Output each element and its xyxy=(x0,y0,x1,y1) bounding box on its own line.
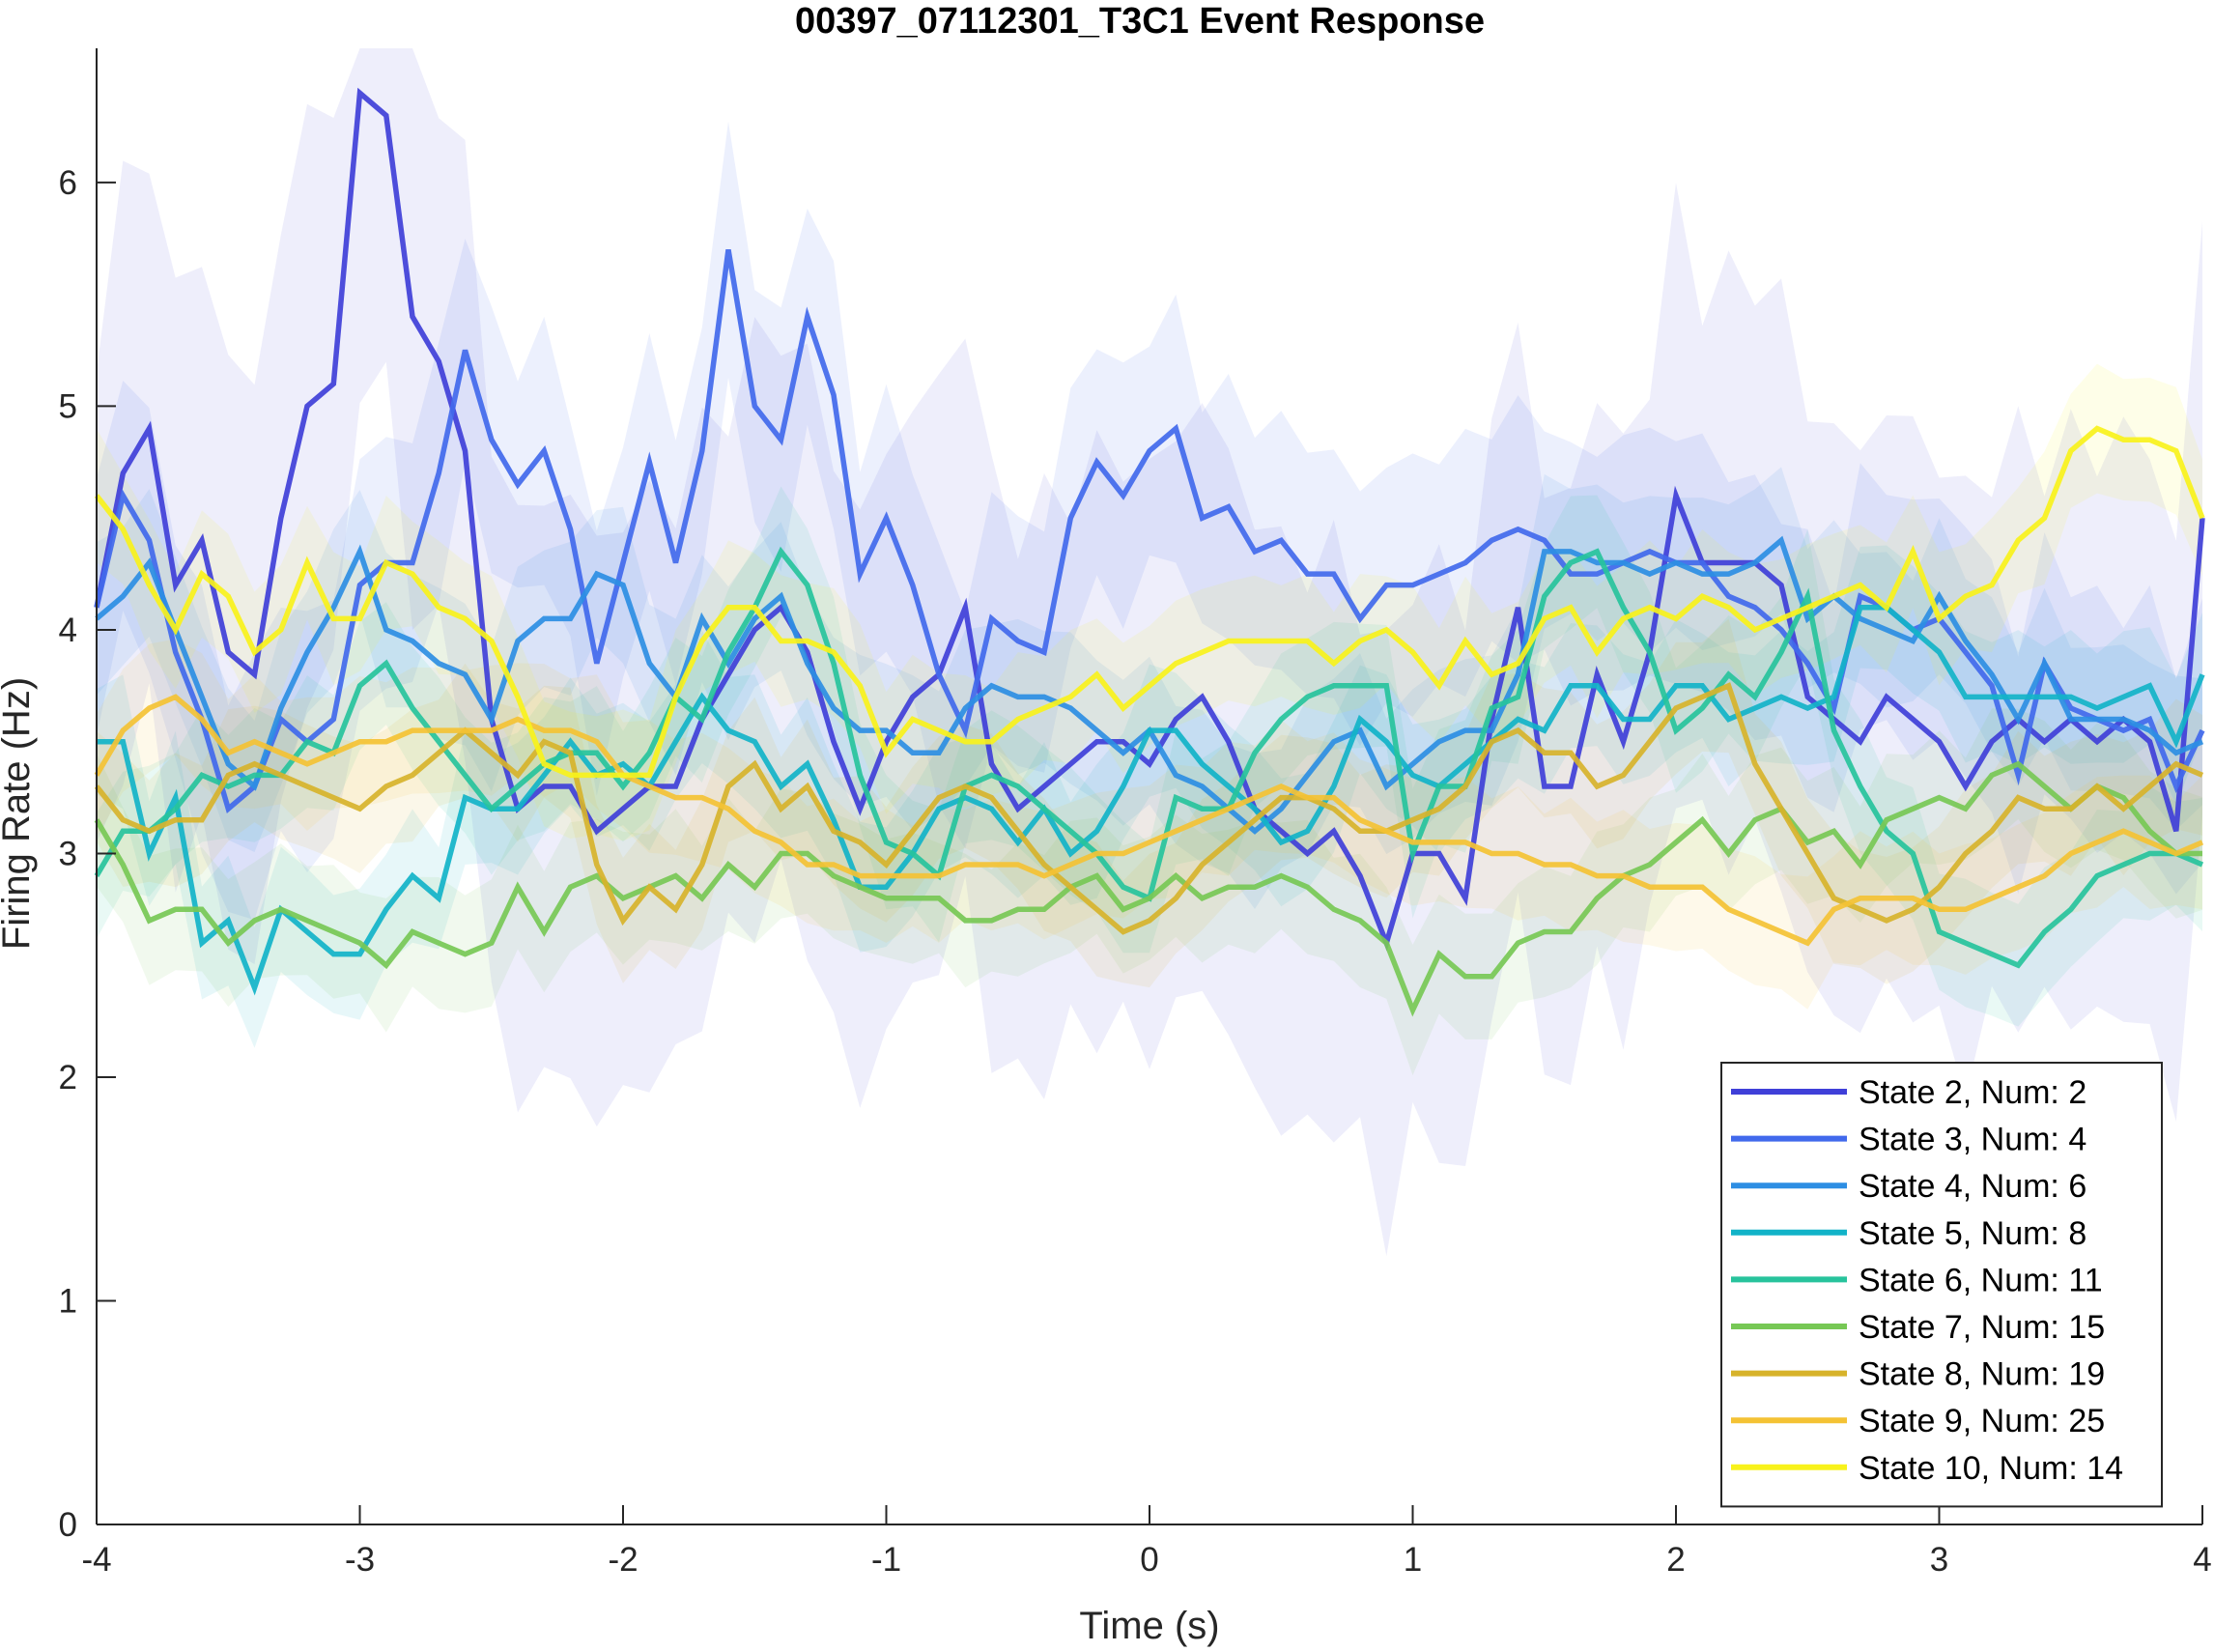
chart-title: 00397_07112301_T3C1 Event Response xyxy=(795,1,1485,42)
series-line-state-5 xyxy=(97,605,2205,996)
series-line-state-10 xyxy=(94,425,2205,779)
y-tick-label: 2 xyxy=(59,1059,77,1097)
legend-label-state-2: State 2, Num: 2 xyxy=(1859,1074,2086,1111)
x-tick-label: 1 xyxy=(1404,1541,1422,1579)
x-tick-label: -4 xyxy=(81,1541,111,1579)
band-state-9 xyxy=(97,639,2202,1010)
y-tick-label: 1 xyxy=(59,1282,77,1320)
band-state-3 xyxy=(97,121,2202,921)
x-axis-label: Time (s) xyxy=(1079,1605,1219,1647)
legend-label-state-8: State 8, Num: 19 xyxy=(1859,1356,2105,1393)
series-lines xyxy=(94,87,2205,1017)
band-state-2 xyxy=(97,48,2202,1257)
y-tick-label: 0 xyxy=(59,1506,77,1544)
y-tick-label: 3 xyxy=(59,835,77,872)
x-tick-label: 0 xyxy=(1140,1541,1158,1579)
legend-label-state-5: State 5, Num: 8 xyxy=(1859,1215,2086,1252)
legend-label-state-6: State 6, Num: 11 xyxy=(1859,1262,2103,1298)
x-tick-label: -1 xyxy=(871,1541,901,1579)
y-tick-label: 4 xyxy=(59,612,77,649)
y-tick-label: 6 xyxy=(59,164,77,202)
y-tick-labels: 0 1 2 3 4 5 6 xyxy=(59,164,77,1544)
x-tick-labels: -4 -3 -2 -1 0 1 2 3 4 xyxy=(81,1541,2211,1579)
x-tick-label: -2 xyxy=(608,1541,638,1579)
y-tick-label: 5 xyxy=(59,387,77,425)
series-line-state-7 xyxy=(94,760,2202,1017)
series-line-state-9 xyxy=(94,694,2204,947)
series-line-state-2 xyxy=(94,87,2205,952)
x-tick-label: 4 xyxy=(2193,1541,2211,1579)
x-tick-label: 3 xyxy=(1930,1541,1948,1579)
x-tick-label: -3 xyxy=(345,1541,375,1579)
legend-label-state-7: State 7, Num: 15 xyxy=(1859,1309,2105,1346)
legend-label-state-3: State 3, Num: 4 xyxy=(1859,1122,2086,1158)
y-axis-label: Firing Rate (Hz) xyxy=(0,677,38,950)
legend: State 2, Num: 2 State 3, Num: 4 State 4, N… xyxy=(1720,1062,2163,1508)
x-tick-label: 2 xyxy=(1666,1541,1685,1579)
legend-label-state-9: State 9, Num: 25 xyxy=(1859,1403,2105,1439)
legend-label-state-4: State 4, Num: 6 xyxy=(1859,1168,2086,1205)
series-line-state-8 xyxy=(94,682,2204,935)
legend-label-state-10: State 10, Num: 14 xyxy=(1859,1450,2123,1487)
band-state-10 xyxy=(97,363,2202,841)
axes xyxy=(96,48,2203,1525)
band-state-5 xyxy=(97,545,2202,1048)
